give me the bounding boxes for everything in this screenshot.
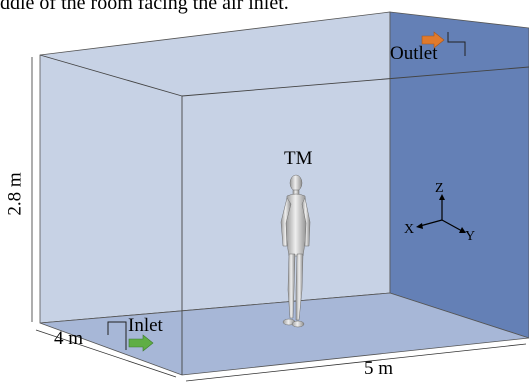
y-axis-line (441, 219, 463, 232)
thermal-manikin (280, 174, 311, 328)
width-dimension-line (185, 343, 527, 382)
side-wall (389, 11, 529, 339)
y-axis-label: Y (465, 229, 476, 244)
manikin-label: TM (284, 148, 313, 169)
outlet-bracket (447, 32, 466, 56)
manikin-right-foot (291, 320, 305, 328)
manikin-left-arm (280, 197, 292, 247)
width-label: 5 m (364, 358, 394, 379)
depth-label: 4 m (54, 328, 84, 349)
x-axis-arrowhead (416, 223, 423, 229)
manikin-right-arm (301, 197, 311, 247)
front-frame-top (181, 66, 529, 97)
depth-dimension-line (35, 329, 177, 378)
inlet-bracket (107, 321, 127, 350)
outlet-label: Outlet (390, 43, 438, 64)
manikin-head (289, 174, 303, 192)
y-axis-arrowhead (459, 227, 466, 233)
inlet-label: Inlet (128, 315, 163, 336)
manikin-left-leg (287, 253, 296, 319)
z-axis-label: Z (435, 181, 444, 196)
inlet-arrow (128, 334, 154, 352)
floor (39, 292, 529, 376)
outlet-arrow (421, 31, 445, 49)
height-label: 2.8 m (4, 172, 26, 216)
x-axis-label: X (404, 222, 415, 237)
back-wall (39, 11, 391, 324)
manikin-right-leg (295, 253, 304, 321)
caption-text: ddle of the room facing the air inlet. (0, 0, 289, 14)
frame-top-left (39, 54, 183, 97)
z-axis-arrowhead (439, 194, 445, 200)
x-axis-line (419, 219, 443, 227)
